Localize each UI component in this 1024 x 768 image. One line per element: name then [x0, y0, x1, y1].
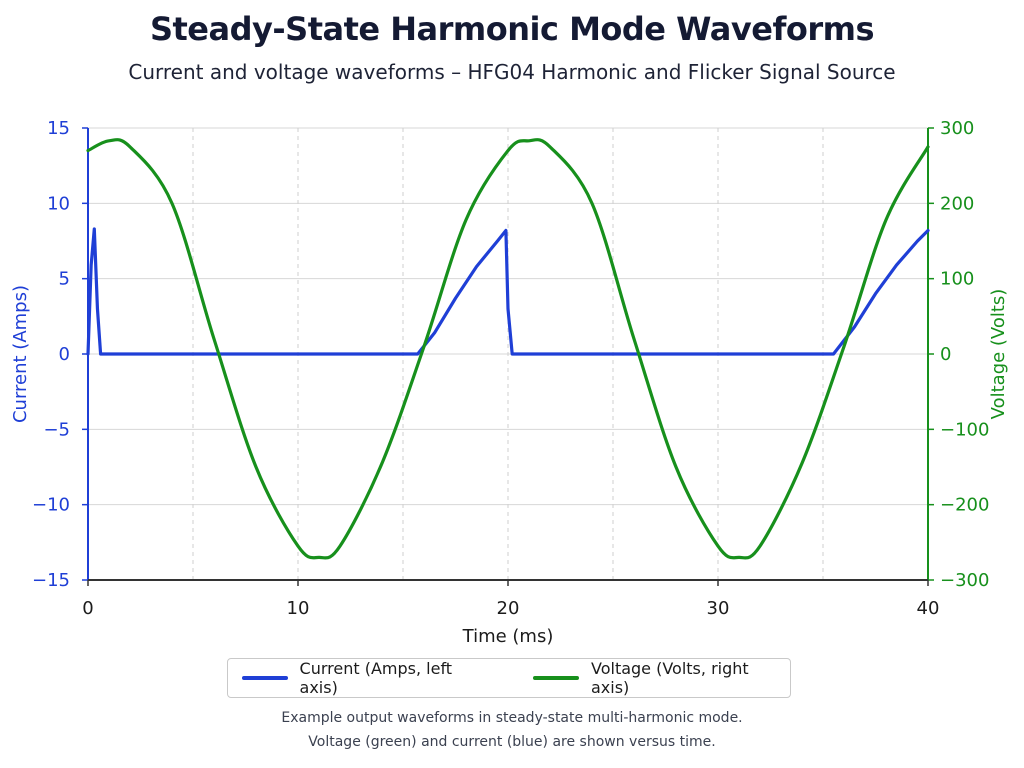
left-axis-title: Current (Amps): [10, 285, 31, 423]
legend-item-current: Current (Amps, left axis): [242, 659, 493, 697]
x-tick-label: 40: [917, 598, 940, 619]
chart-title: Steady-State Harmonic Mode Waveforms: [149, 10, 875, 48]
right-tick-label: 300: [940, 118, 974, 139]
x-tick-label: 0: [82, 598, 93, 619]
axis-labels: 15 10 5 0 −5 −10 −15 300 200 100 0 −100 −200 −300 0 10 2…: [10, 118, 1009, 647]
x-axis-title: Time (ms): [462, 626, 554, 647]
chart-legend: Current (Amps, left axis) Voltage (Volts…: [227, 658, 791, 698]
x-tick-label: 30: [707, 598, 730, 619]
legend-swatch-voltage: [533, 676, 579, 680]
right-tick-label: 200: [940, 193, 974, 214]
legend-label-current: Current (Amps, left axis): [299, 659, 453, 697]
right-tick-label: −300: [940, 570, 989, 591]
caption-line-2: Voltage (green) and current (blue) are s…: [308, 734, 716, 750]
x-tick-label: 10: [287, 598, 310, 619]
left-tick-label: −5: [43, 419, 70, 440]
right-axis-title: Voltage (Volts): [988, 289, 1009, 420]
right-tick-label: 0: [940, 344, 951, 365]
legend-label-voltage: Voltage (Volts, right axis): [591, 659, 749, 697]
right-tick-label: 100: [940, 269, 974, 290]
series-line-voltage: [86, 138, 930, 560]
chart-plot: 15 10 5 0 −5 −10 −15 300 200 100 0 −100 −200 −300 0 10 2…: [10, 118, 1009, 647]
series-lines: [86, 138, 930, 560]
left-tick-label: −15: [32, 570, 70, 591]
chart-subtitle: Current and voltage waveforms – HFG04 Ha…: [128, 60, 896, 84]
caption-line-1: Example output waveforms in steady-state…: [281, 710, 743, 726]
series-line-current: [86, 227, 930, 356]
axes: [82, 127, 934, 586]
right-tick-label: −100: [940, 419, 989, 440]
legend-item-voltage: Voltage (Volts, right axis): [533, 659, 790, 697]
left-tick-label: 5: [59, 269, 70, 290]
x-tick-label: 20: [497, 598, 520, 619]
left-tick-label: 15: [47, 118, 70, 139]
left-tick-label: 10: [47, 193, 70, 214]
left-tick-label: 0: [59, 344, 70, 365]
legend-swatch-current: [242, 676, 288, 680]
right-tick-label: −200: [940, 495, 989, 516]
left-tick-label: −10: [32, 495, 70, 516]
